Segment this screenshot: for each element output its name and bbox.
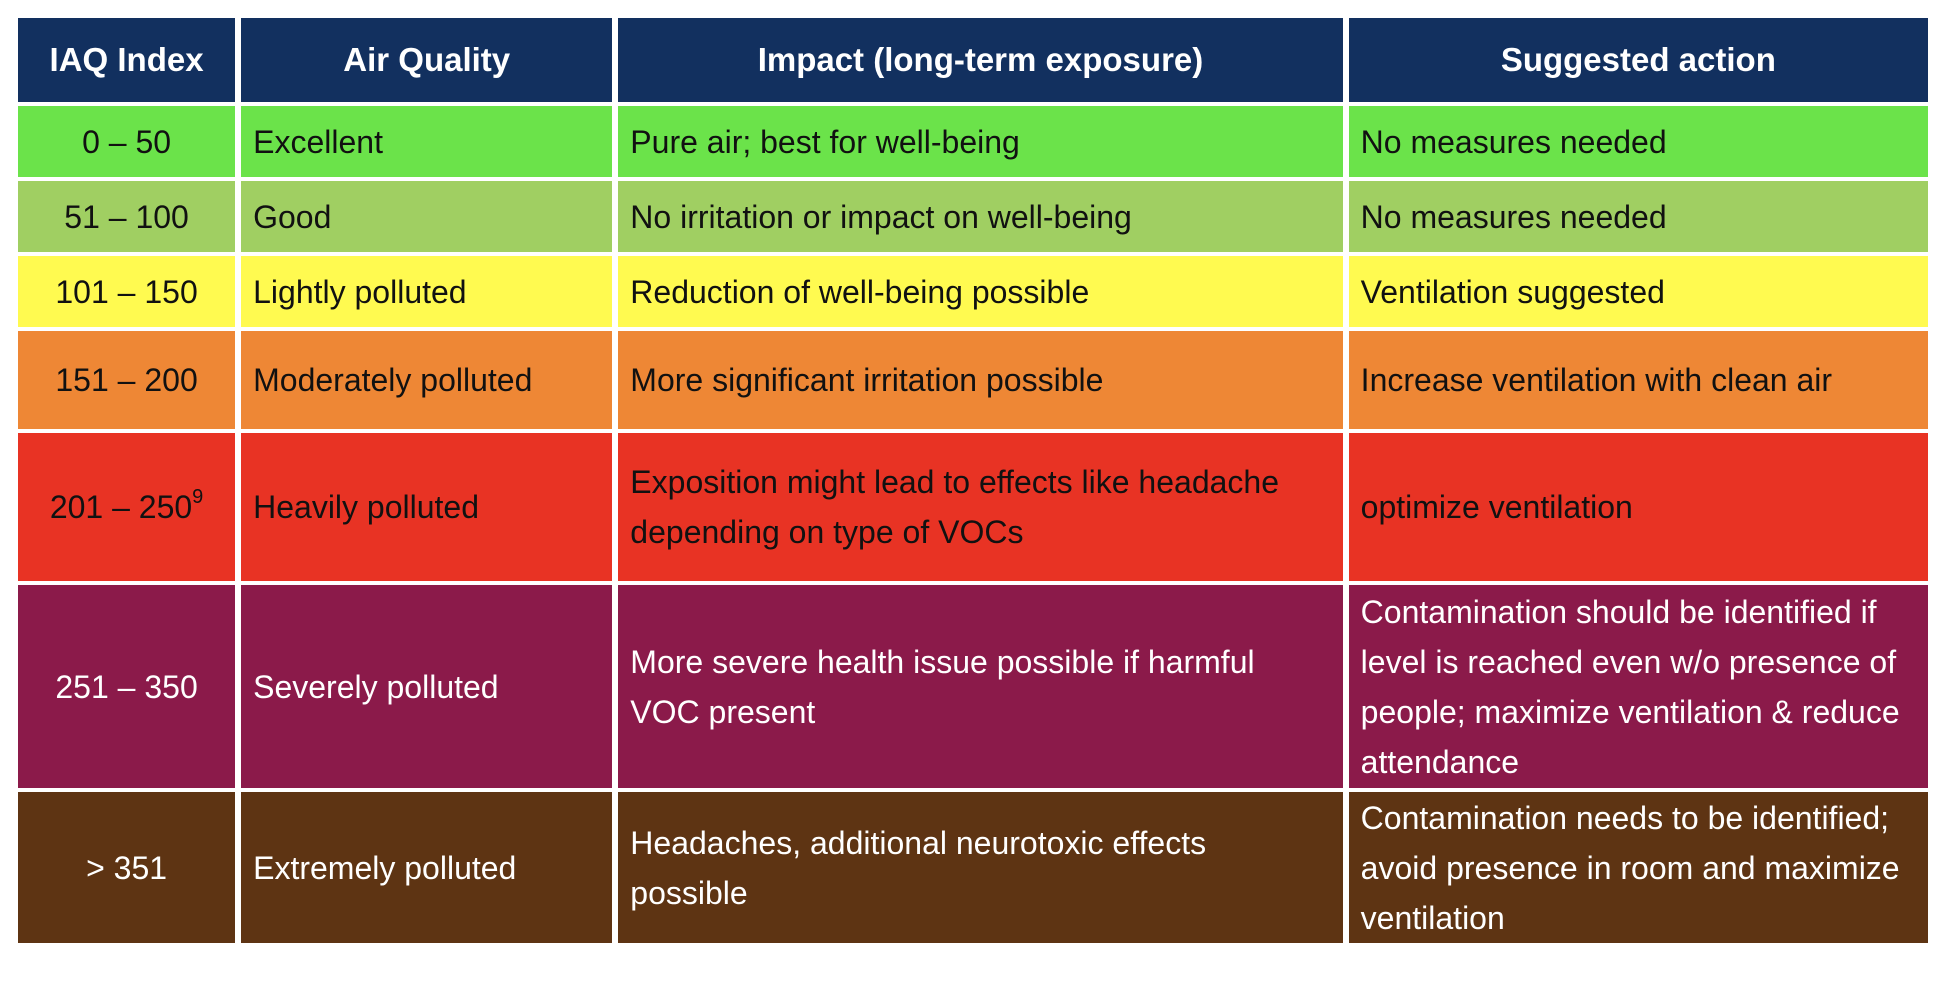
table-row: 251 – 350 Severely polluted More severe …: [18, 585, 1928, 788]
iaq-index-cell: 101 – 150: [18, 256, 236, 327]
air-quality-cell: Heavily polluted: [241, 433, 613, 581]
iaq-index-cell: 201 – 2509: [18, 433, 236, 581]
impact-cell: Pure air; best for well-being: [618, 106, 1343, 177]
iaq-index-cell: 51 – 100: [18, 181, 236, 252]
action-cell: No measures needed: [1348, 106, 1928, 177]
header-impact: Impact (long-term exposure): [618, 18, 1343, 102]
table-row: > 351 Extremely polluted Headaches, addi…: [18, 792, 1928, 943]
action-cell: Contamination should be identified if le…: [1348, 585, 1928, 788]
iaq-index-table: IAQ Index Air Quality Impact (long-term …: [12, 14, 1934, 947]
action-cell: Contamination needs to be identified; av…: [1348, 792, 1928, 943]
air-quality-cell: Moderately polluted: [241, 331, 613, 429]
iaq-index-cell: > 351: [18, 792, 236, 943]
action-cell: Increase ventilation with clean air: [1348, 331, 1928, 429]
action-cell: No measures needed: [1348, 181, 1928, 252]
header-suggested-action: Suggested action: [1348, 18, 1928, 102]
impact-cell: Exposition might lead to effects like he…: [618, 433, 1343, 581]
header-air-quality: Air Quality: [241, 18, 613, 102]
iaq-index-cell: 151 – 200: [18, 331, 236, 429]
header-iaq-index: IAQ Index: [18, 18, 236, 102]
table-row: 101 – 150 Lightly polluted Reduction of …: [18, 256, 1928, 327]
table-row: 201 – 2509 Heavily polluted Exposition m…: [18, 433, 1928, 581]
air-quality-cell: Lightly polluted: [241, 256, 613, 327]
table-header-row: IAQ Index Air Quality Impact (long-term …: [18, 18, 1928, 102]
iaq-index-cell: 251 – 350: [18, 585, 236, 788]
table-row: 0 – 50 Excellent Pure air; best for well…: [18, 106, 1928, 177]
table-row: 151 – 200 Moderately polluted More signi…: [18, 331, 1928, 429]
impact-cell: Reduction of well-being possible: [618, 256, 1343, 327]
air-quality-cell: Extremely polluted: [241, 792, 613, 943]
impact-cell: Headaches, additional neurotoxic effects…: [618, 792, 1343, 943]
air-quality-cell: Excellent: [241, 106, 613, 177]
iaq-index-cell: 0 – 50: [18, 106, 236, 177]
action-cell: optimize ventilation: [1348, 433, 1928, 581]
iaq-index-value: 201 – 250: [49, 489, 193, 525]
table-row: 51 – 100 Good No irritation or impact on…: [18, 181, 1928, 252]
iaq-table-container: IAQ Index Air Quality Impact (long-term …: [18, 18, 1928, 947]
air-quality-cell: Severely polluted: [241, 585, 613, 788]
impact-cell: More severe health issue possible if har…: [618, 585, 1343, 788]
action-cell: Ventilation suggested: [1348, 256, 1928, 327]
impact-cell: More significant irritation possible: [618, 331, 1343, 429]
impact-cell: No irritation or impact on well-being: [618, 181, 1343, 252]
footnote-marker: 9: [192, 486, 204, 509]
air-quality-cell: Good: [241, 181, 613, 252]
